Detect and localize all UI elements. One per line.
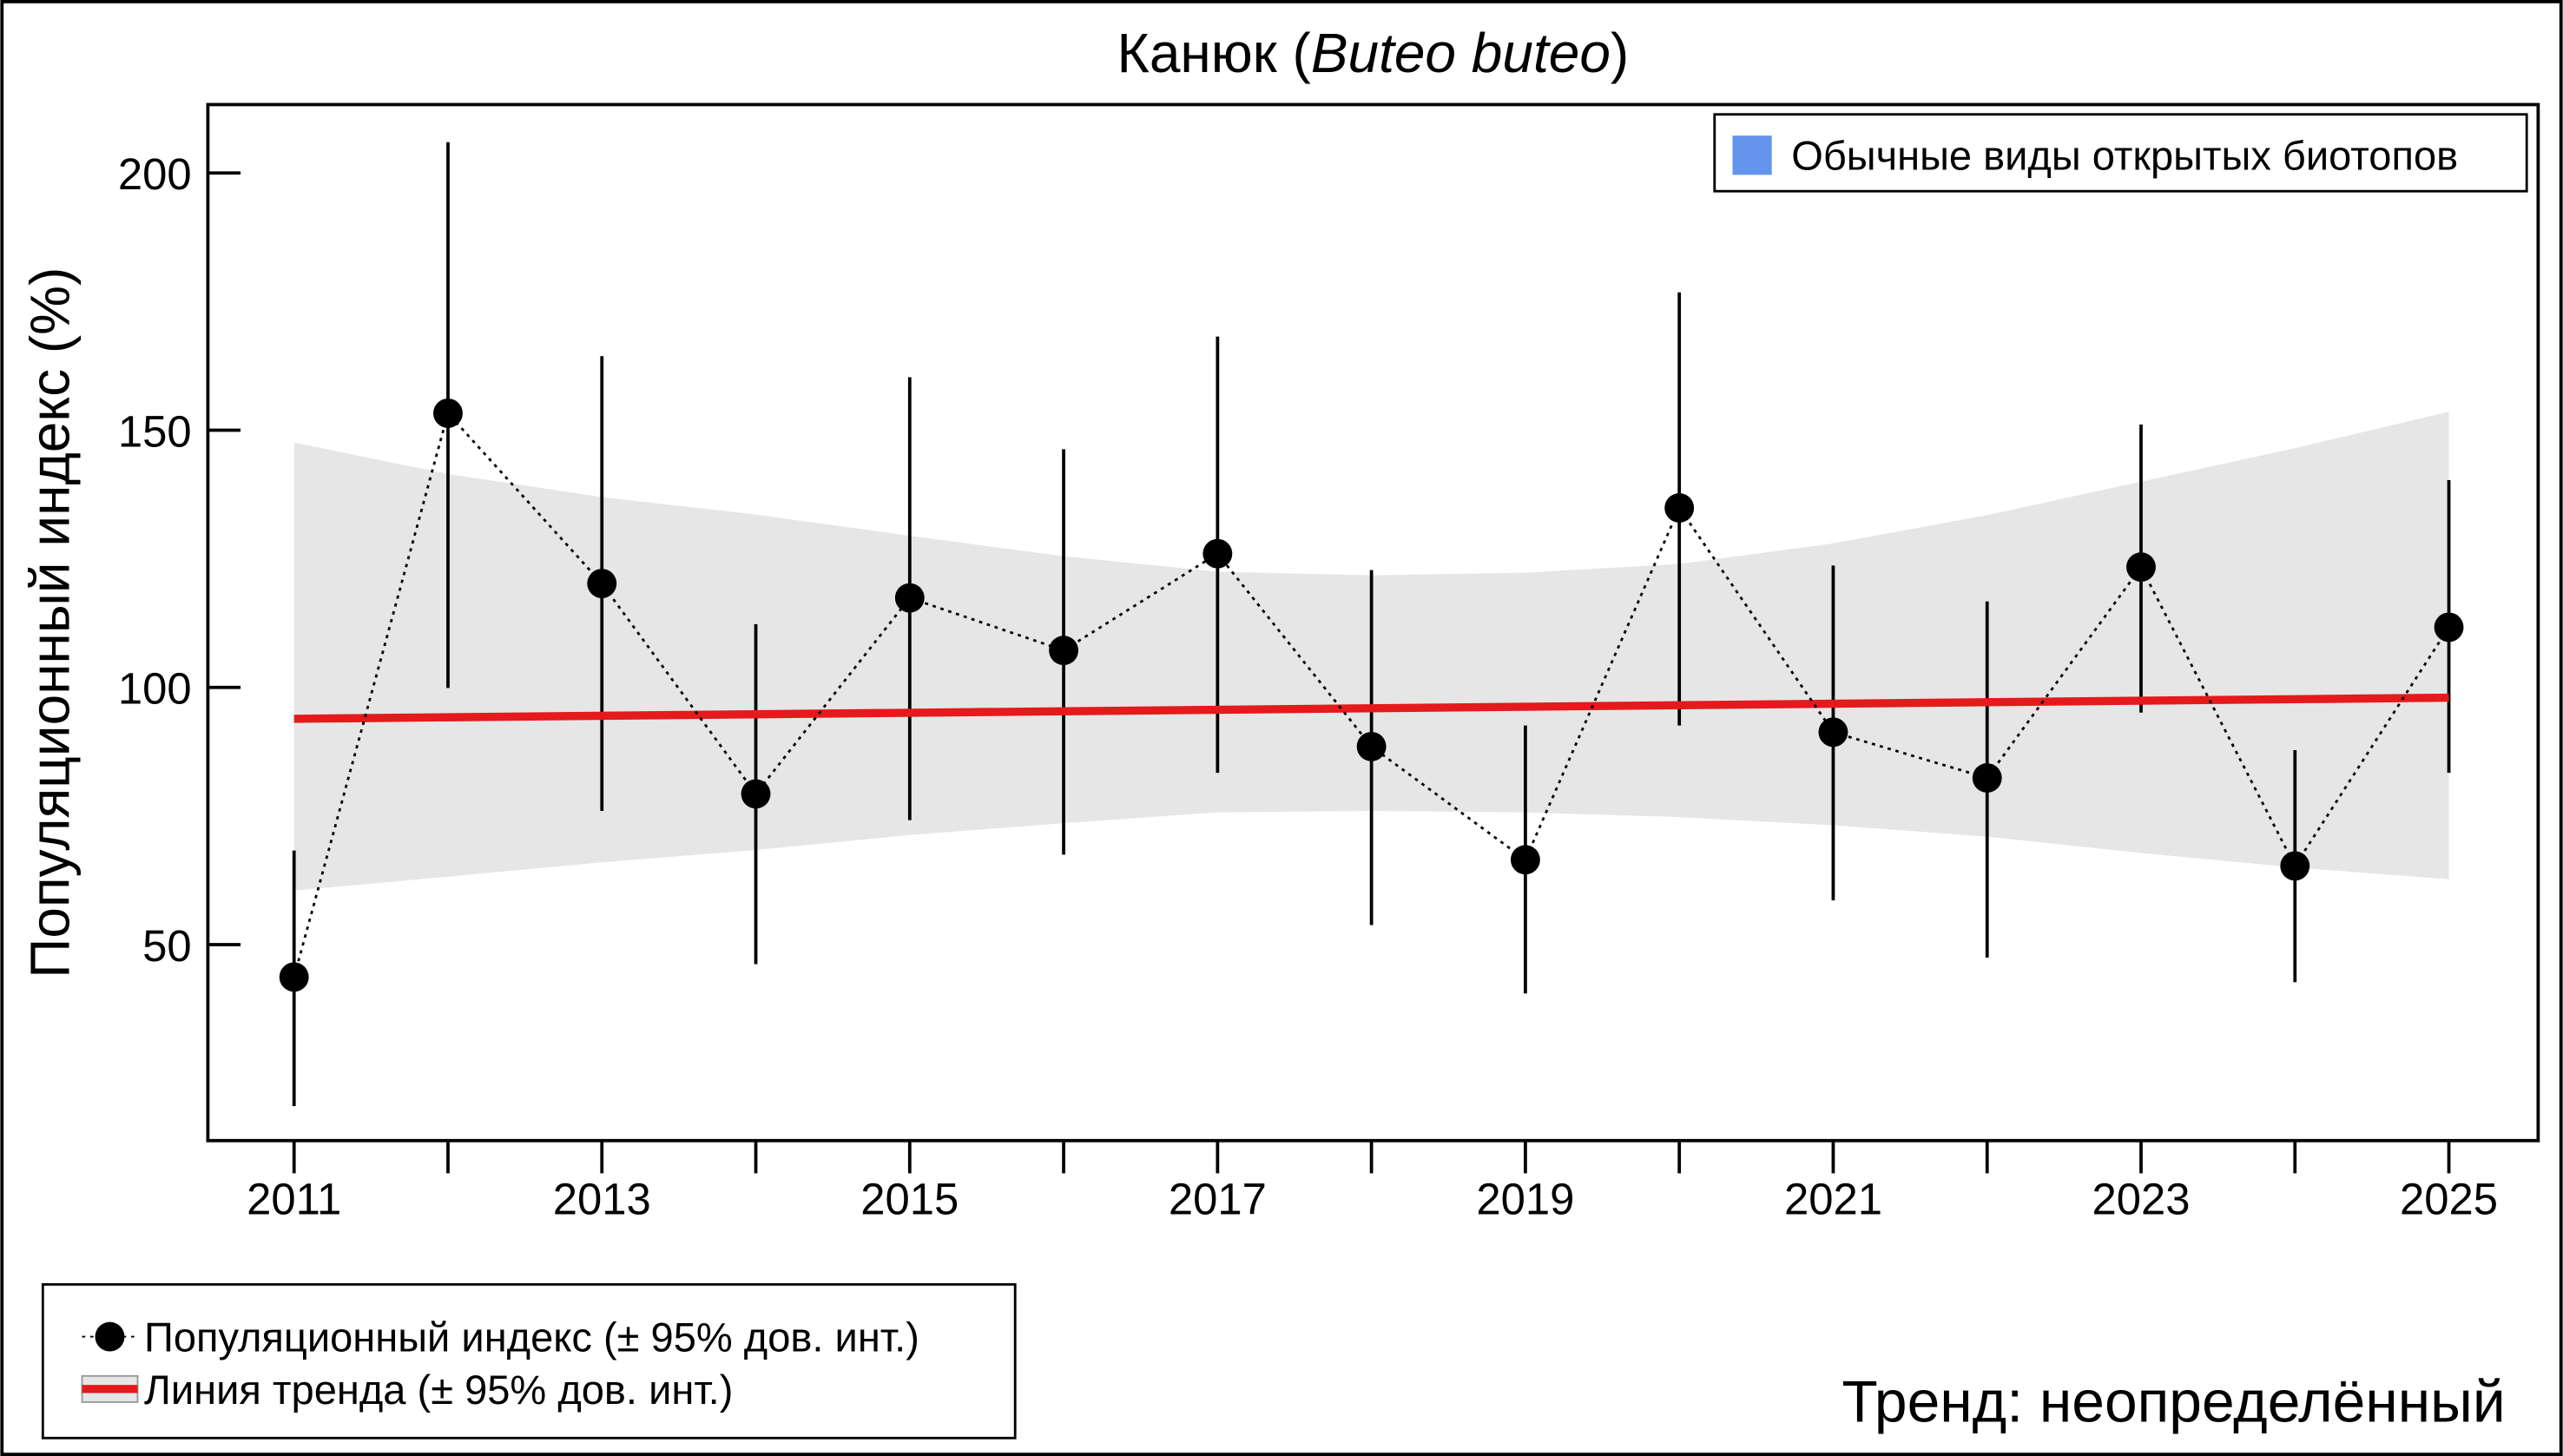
x-axis: 2011 2013 2015 2017 2019 2021 2023 2025 xyxy=(247,1140,2498,1223)
data-point xyxy=(2280,851,2310,881)
data-point xyxy=(433,399,463,428)
x-tick-label: 2019 xyxy=(1476,1174,1574,1223)
plot-area xyxy=(279,142,2464,1107)
series-legend-box xyxy=(41,1282,1017,1440)
x-tick-label: 2017 xyxy=(1169,1174,1267,1223)
trend-line xyxy=(293,693,2449,723)
data-point xyxy=(279,962,309,992)
data-point xyxy=(587,569,617,599)
data-point xyxy=(1818,717,1848,748)
x-tick-label: 2013 xyxy=(553,1174,651,1223)
group-legend-label: Обычные виды открытых биотопов xyxy=(1791,133,2458,179)
data-point xyxy=(1972,763,2002,793)
series-legend: Популяционный индекс (± 95% дов. инт.) Л… xyxy=(41,1282,1017,1440)
group-legend-swatch xyxy=(1732,135,1772,175)
chart-title: Канюк (Buteo buteo) xyxy=(1117,22,1630,84)
data-point xyxy=(1049,636,1079,666)
y-axis: 50 100 150 200 xyxy=(118,149,241,971)
data-point xyxy=(2126,552,2156,583)
trend-annotation: Тренд: неопределённый xyxy=(1842,1369,2505,1434)
legend-trend-label: Линия тренда (± 95% дов. инт.) xyxy=(144,1367,733,1413)
data-point xyxy=(741,779,771,809)
legend-index-label: Популяционный индекс (± 95% дов. инт.) xyxy=(144,1314,919,1360)
y-tick-label: 100 xyxy=(118,664,192,714)
group-legend: Обычные виды открытых биотопов xyxy=(1713,113,2528,193)
legend-index-marker xyxy=(95,1321,125,1352)
y-tick-label: 150 xyxy=(118,406,192,456)
data-point xyxy=(2434,612,2464,642)
x-tick-label: 2011 xyxy=(247,1174,341,1223)
y-tick-label: 50 xyxy=(142,921,192,971)
data-point xyxy=(1664,493,1695,523)
x-tick-label: 2023 xyxy=(2092,1174,2190,1223)
x-tick-label: 2015 xyxy=(860,1174,959,1223)
x-tick-label: 2025 xyxy=(2400,1174,2498,1223)
data-point xyxy=(1510,845,1540,875)
y-axis-label: Популяционный индекс (%) xyxy=(18,267,81,978)
y-tick-label: 200 xyxy=(118,149,192,199)
group-legend-box xyxy=(1713,113,2528,193)
data-point xyxy=(1356,731,1387,761)
data-point xyxy=(1202,538,1233,569)
data-point xyxy=(894,583,925,613)
x-tick-label: 2021 xyxy=(1784,1174,1882,1223)
